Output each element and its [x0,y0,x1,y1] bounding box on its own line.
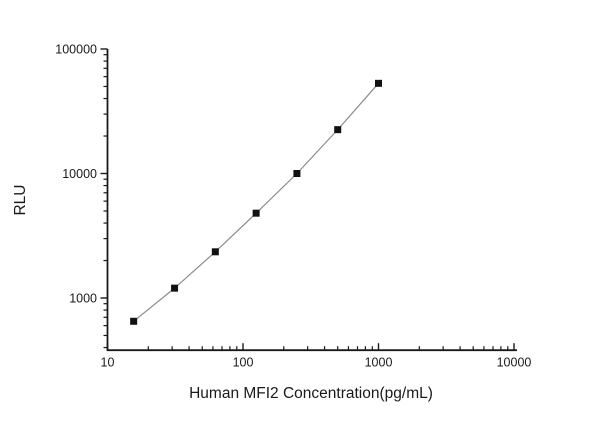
x-tick-label: 10 [101,356,115,370]
axes-frame [106,49,517,352]
y-tick-label: 10000 [62,167,97,181]
data-point-marker [293,170,301,177]
x-tick-label: 10000 [497,356,532,370]
data-point-marker [130,317,138,325]
data-point-marker [375,79,382,87]
x-tick-label: 100 [233,356,254,370]
data-point-marker [252,209,260,217]
x-axis-title: Human MFI2 Concentration(pg/mL) [189,385,433,402]
y-tick-label: 1000 [69,291,97,305]
series-line [133,82,379,322]
data-point-marker [211,248,219,256]
data-point-marker [171,284,179,292]
x-tick-label: 1000 [365,356,393,370]
y-tick-label: 100000 [55,42,97,56]
y-axis-title: RLU [12,184,29,215]
data-point-marker [334,126,342,134]
